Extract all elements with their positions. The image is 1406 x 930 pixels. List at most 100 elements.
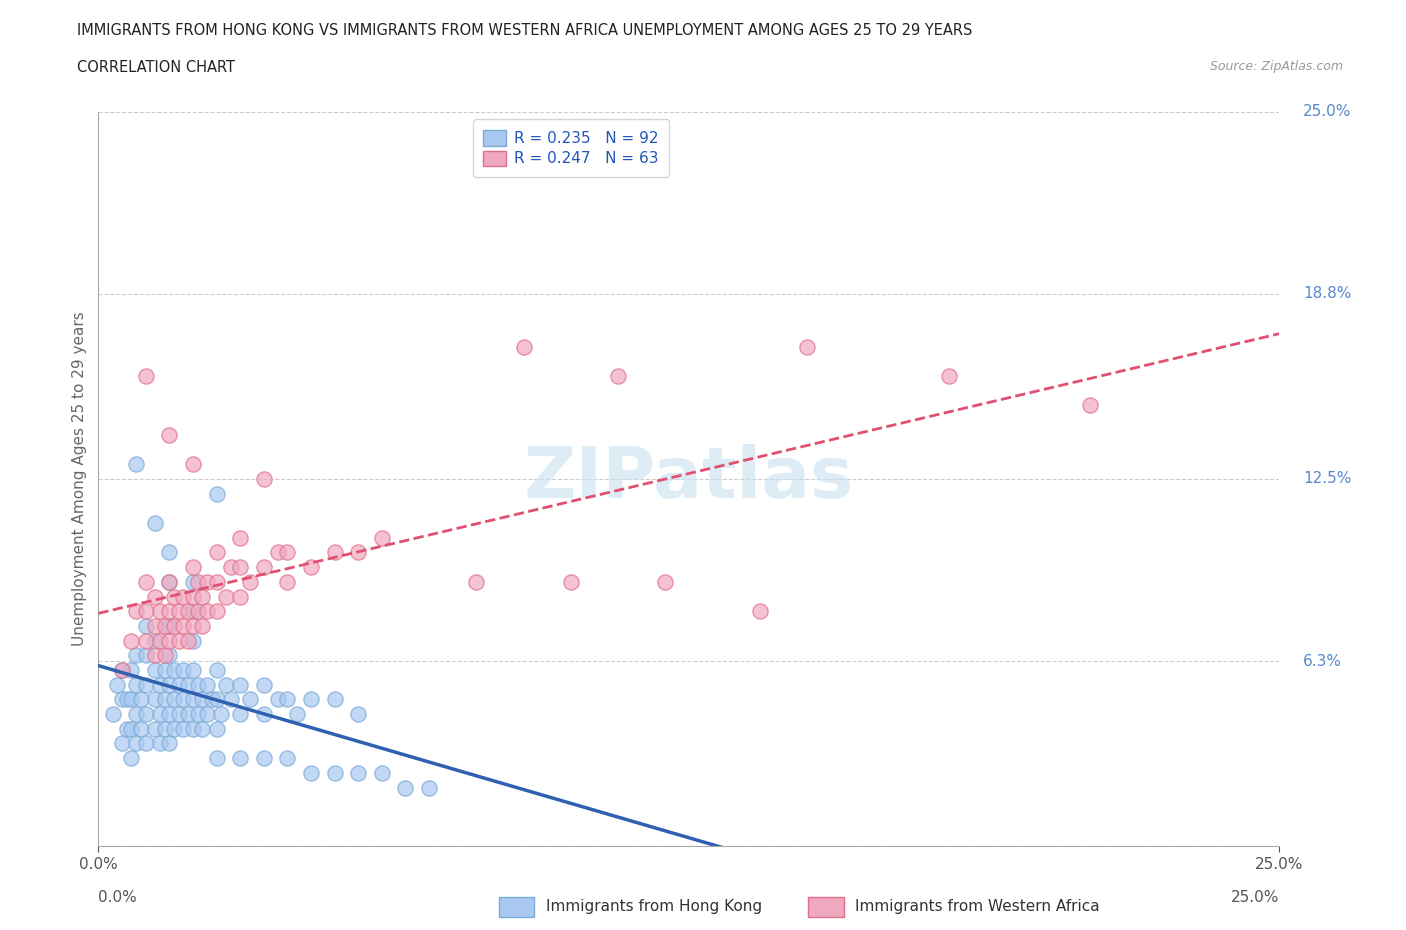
Point [201,692,224,707]
Point [135,633,157,648]
Point [177,604,200,618]
Point [143,633,166,648]
Point [205,662,228,677]
Text: 0.0%: 0.0% [98,890,138,906]
Point [135,575,157,590]
Point [143,722,166,737]
Point [181,692,204,707]
Text: CORRELATION CHART: CORRELATION CHART [77,60,235,75]
Point [125,457,148,472]
Point [135,618,157,633]
Point [181,633,204,648]
Point [111,692,134,707]
Point [177,707,200,722]
Point [111,662,134,677]
Point [229,560,252,575]
Point [229,751,252,765]
Point [323,692,346,707]
Point [371,530,394,545]
Point [163,618,186,633]
Point [129,692,152,707]
Point [253,677,276,692]
Point [153,722,176,737]
Point [187,575,209,590]
Point [181,457,204,472]
Point [219,560,242,575]
Point [125,604,148,618]
Point [465,575,488,590]
Point [394,780,416,795]
Point [195,575,218,590]
Point [172,618,194,633]
Point [796,339,818,354]
Point [157,677,180,692]
Point [121,692,143,707]
Point [121,662,143,677]
Point [157,575,180,590]
Point [157,428,180,443]
Point [167,604,190,618]
Point [143,515,166,530]
Point [191,722,214,737]
Point [121,751,143,765]
Point [115,722,138,737]
Point [205,486,228,501]
Point [560,575,582,590]
Point [157,648,180,663]
Point [654,575,676,590]
Point [153,648,176,663]
Point [512,339,534,354]
Point [253,472,276,486]
Point [938,368,960,383]
Point [135,368,157,383]
Point [276,575,298,590]
Point [253,707,276,722]
Point [181,560,204,575]
Point [191,692,214,707]
Point [276,545,298,560]
Text: ZIPatlas: ZIPatlas [524,445,853,513]
Point [191,589,214,604]
Text: Source: ZipAtlas.com: Source: ZipAtlas.com [1209,60,1343,73]
Point [229,677,252,692]
Point [205,692,228,707]
Point [195,677,218,692]
Point [181,618,204,633]
Point [115,692,138,707]
Point [101,707,124,722]
Point [143,589,166,604]
Point [153,662,176,677]
Point [143,648,166,663]
Point [149,707,172,722]
Point [167,707,190,722]
Point [347,707,370,722]
Point [253,560,276,575]
Point [157,618,180,633]
Point [172,662,194,677]
Point [299,560,322,575]
Point [157,736,180,751]
Legend: R = 0.235   N = 92, R = 0.247   N = 63: R = 0.235 N = 92, R = 0.247 N = 63 [472,119,669,178]
Point [181,604,204,618]
Point [219,692,242,707]
Point [143,618,166,633]
Point [239,692,262,707]
Point [299,765,322,780]
Text: 18.8%: 18.8% [1303,286,1351,301]
Point [163,722,186,737]
Point [167,677,190,692]
Point [125,707,148,722]
Text: 6.3%: 6.3% [1303,654,1343,669]
Point [229,589,252,604]
Point [195,707,218,722]
Text: 12.5%: 12.5% [1303,472,1351,486]
Point [121,722,143,737]
Point [125,648,148,663]
Text: 25.0%: 25.0% [1232,890,1279,906]
Point [153,618,176,633]
Text: Immigrants from Western Africa: Immigrants from Western Africa [855,899,1099,914]
Point [299,692,322,707]
Point [135,736,157,751]
Point [172,692,194,707]
Point [105,677,128,692]
